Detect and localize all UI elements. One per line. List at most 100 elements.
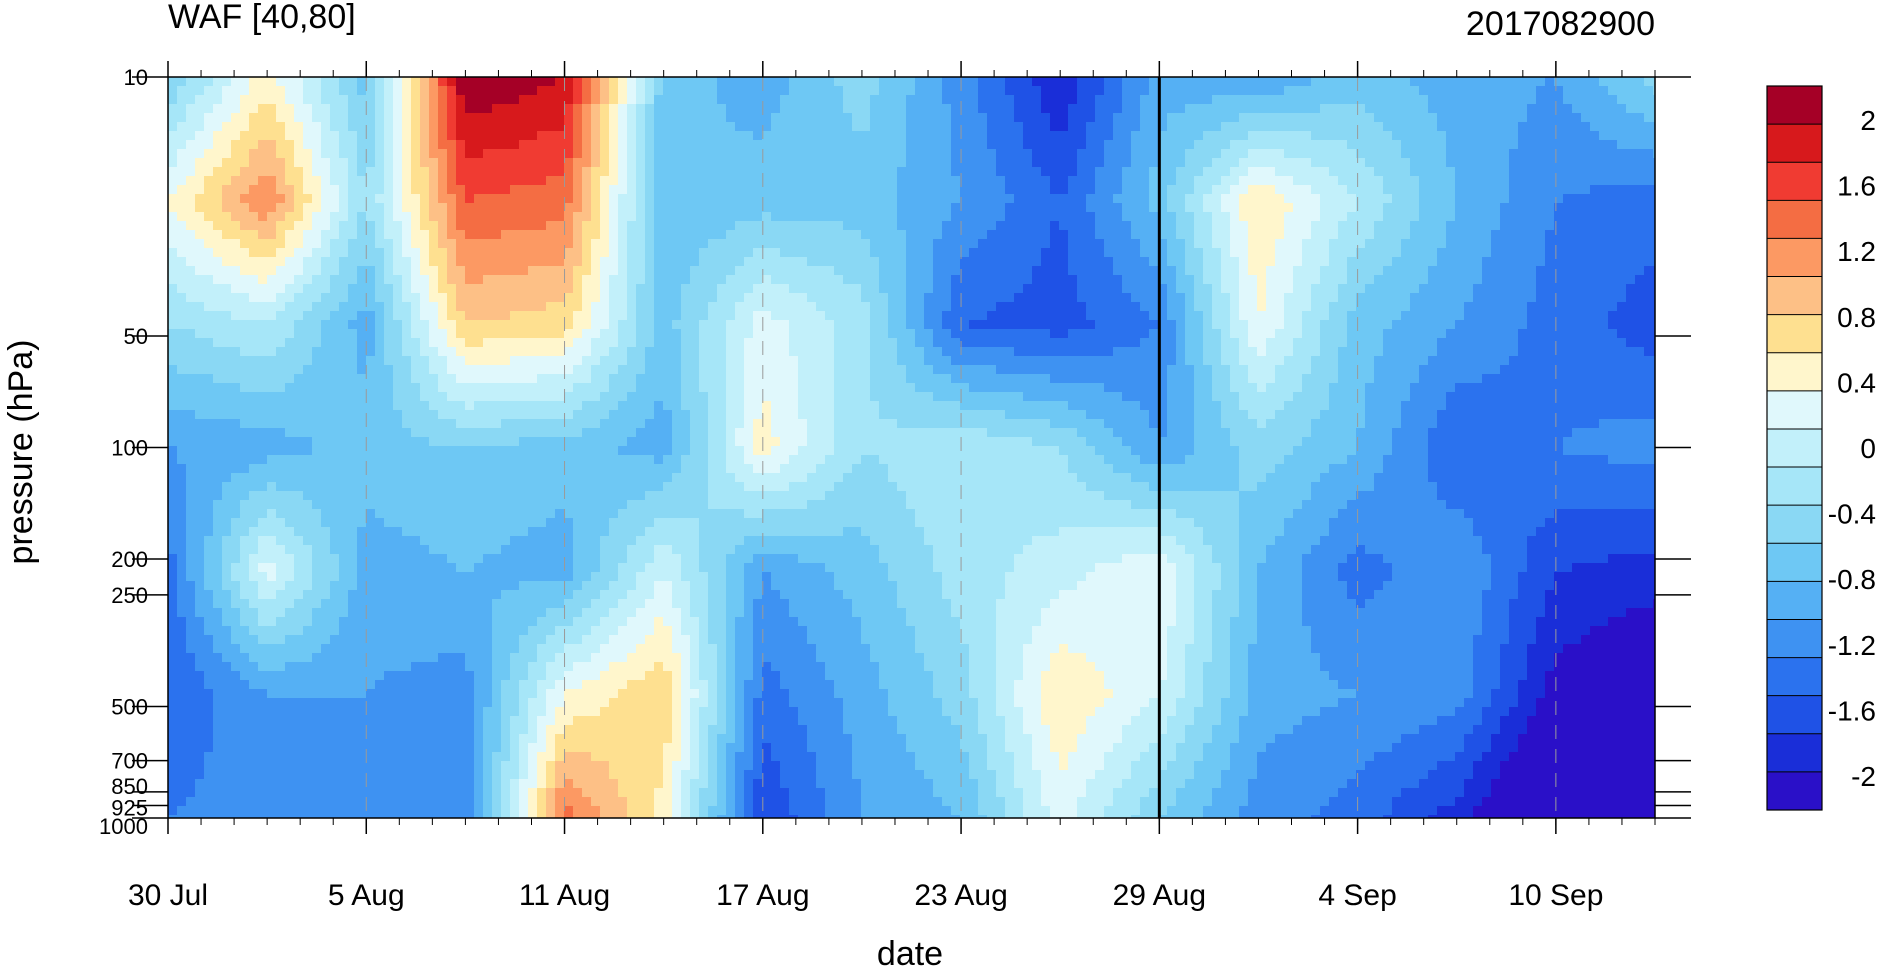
field-cell [933,158,943,168]
field-cell [1392,338,1402,348]
field-cell [330,131,340,141]
field-cell [1392,95,1402,105]
field-cell [1428,248,1438,258]
field-cell [1068,293,1078,303]
field-cell [897,194,907,204]
field-cell [231,149,241,159]
field-cell [294,167,304,177]
field-cell [1563,275,1573,285]
field-cell [267,176,277,186]
field-cell [861,122,871,132]
field-cell [1140,104,1150,114]
field-cell [555,320,565,330]
field-cell [1365,95,1375,105]
field-cell [375,104,385,114]
field-cell [258,230,268,240]
field-cell [321,104,331,114]
field-cell [528,140,538,150]
field-cell [1644,329,1654,339]
field-cell [933,275,943,285]
field-cell [627,122,637,132]
field-cell [1527,131,1537,141]
field-cell [1383,149,1393,159]
field-cell [303,329,313,339]
field-cell [1518,104,1528,114]
field-cell [1554,203,1564,213]
field-cell [366,320,376,330]
field-cell [249,347,259,357]
field-cell [618,122,628,132]
field-cell [1275,113,1285,123]
field-cell [1410,338,1420,348]
field-cell [1356,320,1366,330]
field-cell [582,338,592,348]
field-cell [816,320,826,330]
field-cell [708,284,718,294]
field-cell [1158,257,1168,267]
field-cell [1149,149,1159,159]
field-cell [1356,311,1366,321]
field-cell [888,248,898,258]
field-cell [780,149,790,159]
field-cell [1365,320,1375,330]
field-cell [1131,257,1141,267]
field-cell [1266,221,1276,231]
field-cell [375,230,385,240]
field-cell [825,122,835,132]
field-cell [933,149,943,159]
field-cell [1140,338,1150,348]
field-cell [1167,275,1177,285]
field-cell [1041,77,1051,87]
field-cell [1500,140,1510,150]
field-cell [231,131,241,141]
field-cell [1374,221,1384,231]
field-cell [978,176,988,186]
field-cell [1545,158,1555,168]
field-cell [1365,149,1375,159]
field-cell [1032,230,1042,240]
field-cell [546,95,556,105]
field-cell [303,176,313,186]
field-cell [672,338,682,348]
field-cell [1032,167,1042,177]
field-cell [1185,122,1195,132]
field-cell [717,104,727,114]
field-cell [267,140,277,150]
field-cell [1626,320,1636,330]
field-cell [1311,194,1321,204]
field-cell [843,104,853,114]
field-cell [807,113,817,123]
field-cell [501,194,511,204]
field-cell [447,95,457,105]
field-cell [996,221,1006,231]
field-cell [762,203,772,213]
field-cell [1491,248,1501,258]
field-cell [762,77,772,87]
field-cell [636,86,646,96]
field-cell [1140,266,1150,276]
field-cell [474,140,484,150]
field-cell [1329,221,1339,231]
field-cell [1095,185,1105,195]
field-cell [1050,203,1060,213]
field-cell [411,230,421,240]
field-cell [1437,194,1447,204]
field-cell [267,77,277,87]
field-cell [1275,221,1285,231]
field-cell [375,113,385,123]
field-cell [1572,320,1582,330]
field-cell [1626,77,1636,87]
field-cell [330,284,340,294]
field-cell [1077,122,1087,132]
field-cell [330,320,340,330]
field-cell [1284,302,1294,312]
field-cell [330,185,340,195]
field-cell [357,104,367,114]
field-cell [1356,131,1366,141]
field-cell [1176,185,1186,195]
field-cell [1311,212,1321,222]
field-cell [717,230,727,240]
field-cell [1230,122,1240,132]
field-cell [978,293,988,303]
field-cell [1563,203,1573,213]
